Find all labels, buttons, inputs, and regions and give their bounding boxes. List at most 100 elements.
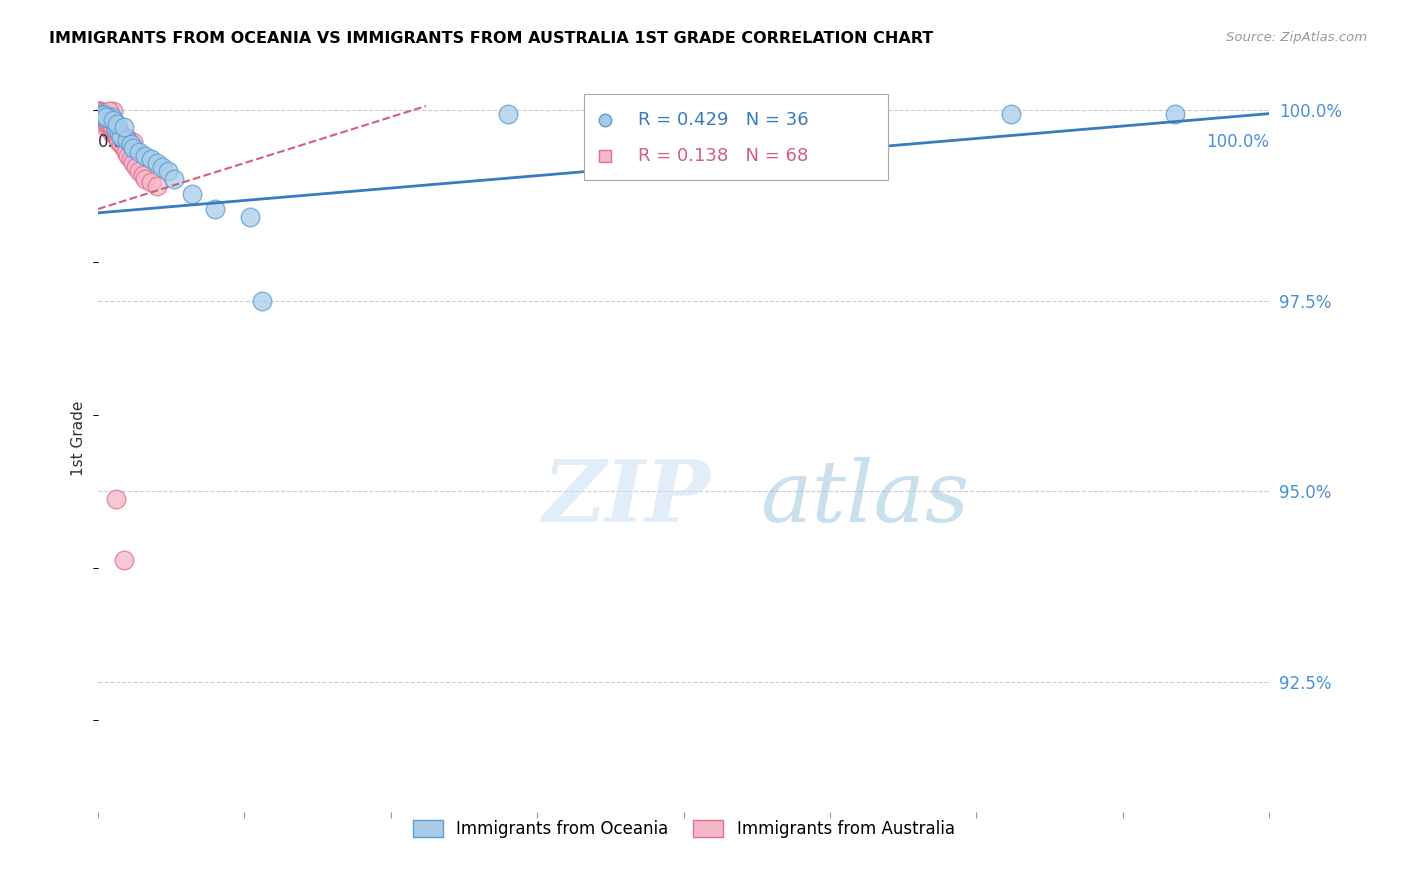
Point [152,160,174,174]
Point [134,171,156,186]
Text: 100.0%: 100.0% [1206,133,1270,151]
Point [89,106,111,120]
Point [122,141,145,155]
Point [96,112,118,127]
Point [103,103,125,118]
Text: ZIP: ZIP [543,456,711,540]
Point [91,110,114,124]
Point [97,114,120,128]
Point [94,109,117,123]
Text: IMMIGRANTS FROM OCEANIA VS IMMIGRANTS FROM AUSTRALIA 1ST GRADE CORRELATION CHART: IMMIGRANTS FROM OCEANIA VS IMMIGRANTS FR… [49,31,934,46]
Point [96,113,118,128]
Text: R = 0.138   N = 68: R = 0.138 N = 68 [638,147,808,165]
Point [93,116,115,130]
Point [103,114,125,128]
Point [101,126,124,140]
Point [117,133,139,147]
Point [96,115,118,129]
Point [108,135,131,149]
Point [108,124,131,138]
Point [100,118,122,132]
Point [117,131,139,145]
Point [91,114,114,128]
Text: Source: ZipAtlas.com: Source: ZipAtlas.com [1226,31,1367,45]
Point [112,141,135,155]
Point [97,119,120,133]
Point [96,109,118,123]
Point [105,129,128,144]
Point [98,117,121,131]
Point [93,112,115,126]
Point [97,112,120,126]
Point [90,112,112,126]
Point [128,164,150,178]
Point [131,168,153,182]
Point [157,164,180,178]
Point [104,122,127,136]
Point [89,105,111,120]
Point [145,156,167,170]
Point [105,117,128,131]
Point [103,112,125,127]
Point [101,111,124,125]
Point [98,116,121,130]
Point [117,148,139,162]
Point [90,106,112,120]
Point [89,103,111,118]
Point [180,186,202,201]
Point [204,202,226,216]
Point [110,128,132,142]
Point [98,122,121,136]
Point [139,153,162,167]
Point [110,129,132,144]
Point [89,104,111,119]
Point [97,103,120,118]
Point [103,122,125,136]
Point [91,108,114,122]
Point [89,111,111,125]
Point [134,148,156,162]
Point [122,156,145,170]
Point [104,128,127,142]
Point [124,160,146,174]
Point [1164,106,1187,120]
Point [96,110,118,124]
FancyBboxPatch shape [583,94,889,180]
Point [145,179,167,194]
Point [94,113,117,128]
Point [107,132,129,146]
Point [89,108,111,122]
Text: R = 0.429   N = 36: R = 0.429 N = 36 [638,111,808,128]
Point [120,137,142,152]
Point [139,175,162,189]
Point [163,171,186,186]
Point [89,104,111,119]
Point [108,126,131,140]
Point [104,121,127,136]
Point [96,111,118,125]
Point [128,145,150,159]
Point [112,553,135,567]
Legend: Immigrants from Oceania, Immigrants from Australia: Immigrants from Oceania, Immigrants from… [406,814,962,845]
Y-axis label: 1st Grade: 1st Grade [72,401,86,475]
Point [94,112,117,126]
Point [1000,106,1022,120]
Point [496,106,519,120]
Point [93,106,115,120]
Point [96,120,118,134]
Point [101,120,124,134]
Point [112,120,135,134]
Text: atlas: atlas [759,457,969,539]
Point [89,106,111,120]
Point [100,123,122,137]
Point [91,106,114,120]
Point [90,106,112,120]
Point [239,210,262,224]
Point [96,111,118,125]
Point [122,135,145,149]
Point [110,137,132,152]
Point [120,153,142,167]
Point [104,491,127,506]
Point [98,112,121,126]
Point [250,293,273,308]
